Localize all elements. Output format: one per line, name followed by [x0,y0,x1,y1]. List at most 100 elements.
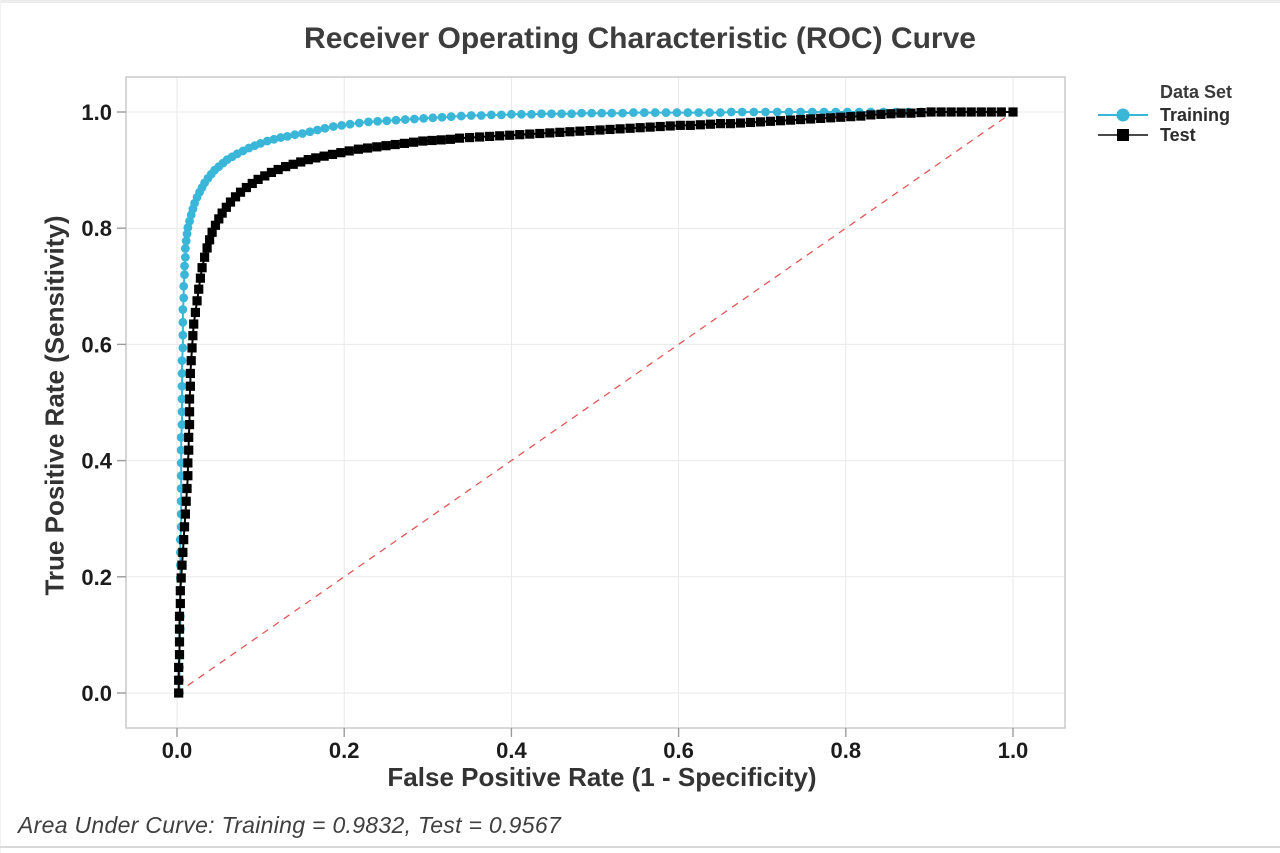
training-data-point [807,107,817,117]
test-data-point [184,432,194,442]
test-data-point [311,153,321,163]
y-tick-label: 1.0 [81,100,112,125]
diagonal-reference-line [176,111,1014,694]
training-data-point [178,330,188,340]
training-data-point [262,136,272,146]
training-data-point [410,114,419,124]
test-data-point [174,611,185,621]
training-data-point [577,108,587,118]
test-data-point [695,120,705,130]
training-data-point [650,108,660,117]
test-data-point [363,143,373,153]
training-data-point [517,109,526,119]
test-data-point [197,263,207,273]
test-data-point [221,202,231,212]
x-tick-label: 0.6 [663,738,694,763]
test-data-point [856,111,866,121]
test-data-point [273,164,283,175]
test-data-point [344,146,354,156]
legend-title: Data Set [1160,82,1233,102]
training-data-point [179,281,189,291]
test-data-point [179,535,189,545]
test-data-point [926,107,936,117]
training-data-point [180,244,190,253]
training-data-point [345,119,355,129]
training-data-point [176,432,186,442]
test-data-point [194,284,204,294]
training-data-point [587,108,597,118]
test-data-point [185,381,195,391]
test-data-point [846,112,856,122]
training-data-point [716,108,725,117]
test-data-point [175,598,185,609]
test-data-point [175,586,185,596]
training-data-point [313,125,322,135]
training-data-point [476,111,486,120]
test-data-point [184,445,194,455]
training-data-point [290,130,300,140]
training-data-point [661,108,671,117]
training-data-point [269,134,279,144]
test-data-point [184,407,195,417]
training-data-point [276,133,286,142]
training-data-point [177,394,187,404]
test-data-point [181,496,191,506]
test-data-point [207,227,217,237]
training-data-point [547,109,556,119]
training-data-point [180,261,189,271]
test-data-point [966,107,976,117]
test-data-point [725,119,736,129]
test-data-point [806,114,816,124]
test-data-point [190,307,200,318]
training-data-point [607,108,617,118]
test-data-point [906,108,916,118]
training-data-point [726,107,736,117]
legend-label-training: Training [1160,104,1231,125]
training-data-point [320,123,330,133]
test-data-point [381,141,391,151]
training-data-point [761,107,770,117]
training-data-point [597,108,607,118]
test-data-point [535,128,545,139]
training-data-point [683,108,693,117]
x-tick-label: 0.2 [329,738,360,763]
training-data-point [567,109,576,119]
training-data-point [456,111,466,121]
test-data-point [241,182,251,193]
test-data-point [655,121,665,132]
test-data-point [288,159,298,169]
training-data-point [382,116,392,126]
training-data-point [180,252,190,262]
training-marker-icon [1098,107,1148,123]
test-data-point [230,192,241,202]
test-data-point [505,130,515,140]
training-data-point [437,112,447,122]
window-edge-bottom [0,846,1280,848]
test-data-point [796,114,806,125]
training-data-point [737,107,747,117]
training-data-point [507,109,516,119]
test-data-point [253,174,263,184]
test-data-point [685,120,695,130]
test-data-point [876,109,886,119]
training-data-point [537,109,546,119]
test-data-point [184,419,195,430]
test-data-point [174,650,185,660]
training-data-point [181,236,191,246]
test-data-point [247,178,257,189]
test-data-point [189,319,199,329]
training-data-point [400,115,410,124]
test-data-point [178,547,188,557]
training-data-point [672,108,682,117]
training-data-point [364,117,373,127]
training-data-point [177,369,187,378]
training-data-point [176,445,186,455]
test-data-point [427,135,437,146]
training-data-point [178,305,188,314]
test-data-point [645,122,655,132]
test-data-point [705,119,715,129]
training-data-point [177,420,187,429]
training-data-point [256,138,265,148]
test-data-point [205,235,215,245]
y-tick-label: 0.6 [81,332,112,357]
